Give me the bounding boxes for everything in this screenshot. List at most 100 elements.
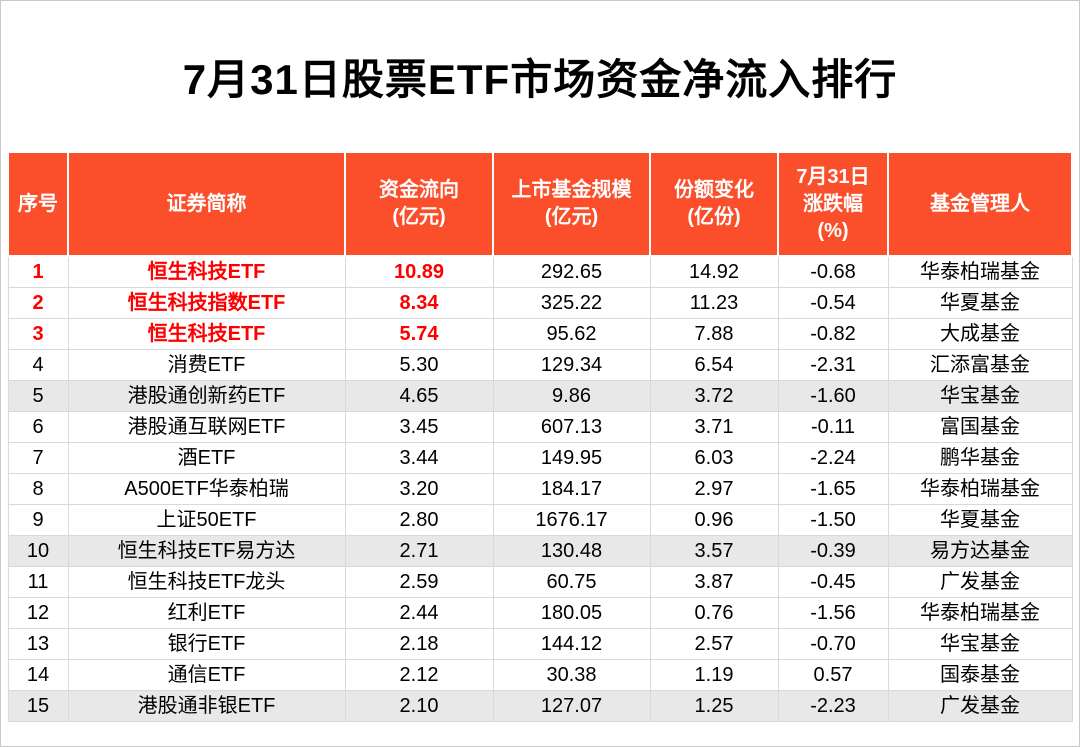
scale-cell: 144.12 [492,627,651,660]
column-header-line: 上市基金规模 [511,179,632,201]
flow-cell: 3.20 [344,472,494,505]
scale-cell: 607.13 [492,410,651,443]
table-row: 15 港股通非银ETF 2.10 127.07 1.25 -2.23 广发基金 [7,689,1073,722]
change-pct-cell: -1.56 [777,596,889,629]
share-change-cell: 0.96 [649,503,779,536]
name-cell: A500ETF华泰柏瑞 [67,472,346,505]
table-row: 8 A500ETF华泰柏瑞 3.20 184.17 2.97 -1.65 华泰柏瑞基金 [7,472,1073,505]
share-change-cell: 3.71 [649,410,779,443]
share-change-cell: 3.72 [649,379,779,412]
share-change-cell: 1.25 [649,689,779,722]
change-pct-cell: 0.57 [777,658,889,691]
flow-cell: 8.34 [344,286,494,319]
manager-cell: 华宝基金 [887,379,1073,412]
rank-cell: 4 [7,348,69,381]
column-header-3: 上市基金规模 (亿元) [492,151,651,257]
scale-cell: 129.34 [492,348,651,381]
column-header-line: 证券简称 [166,192,247,215]
table-row: 9 上证50ETF 2.80 1676.17 0.96 -1.50 华夏基金 [7,503,1073,536]
column-header-line: 序号 [18,192,58,215]
column-header-line: 资金流向 [379,179,459,201]
manager-cell: 鹏华基金 [887,441,1073,474]
column-header-line: 基金管理人 [930,192,1030,215]
name-cell: 上证50ETF [67,503,346,536]
share-change-cell: 0.76 [649,596,779,629]
column-header-line: (亿元) [392,206,446,228]
scale-cell: 149.95 [492,441,651,474]
scale-cell: 292.65 [492,255,651,288]
manager-cell: 华泰柏瑞基金 [887,472,1073,505]
manager-cell: 富国基金 [887,410,1073,443]
table-row: 3 恒生科技ETF 5.74 95.62 7.88 -0.82 大成基金 [7,317,1073,350]
change-pct-cell: -0.54 [777,286,889,319]
column-header-line: 7月31日 [796,165,870,188]
table-row: 6 港股通互联网ETF 3.45 607.13 3.71 -0.11 富国基金 [7,410,1073,443]
flow-cell: 2.18 [344,627,494,660]
manager-cell: 华泰柏瑞基金 [887,255,1073,288]
name-cell: 红利ETF [67,596,346,629]
flow-cell: 10.89 [344,255,494,288]
scale-cell: 184.17 [492,472,651,505]
manager-cell: 广发基金 [887,689,1073,722]
scale-cell: 180.05 [492,596,651,629]
change-pct-cell: -2.23 [777,689,889,722]
column-header-4: 份额变化 (亿份) [649,151,779,257]
table-row: 4 消费ETF 5.30 129.34 6.54 -2.31 汇添富基金 [7,348,1073,381]
rank-cell: 5 [7,379,69,412]
header-row: 序号 证券简称 资金流向 (亿元) 上市基金规模 (亿元) 份额变化 (亿份) 7月31日 涨跌幅… [7,151,1073,257]
table-header: 序号 证券简称 资金流向 (亿元) 上市基金规模 (亿元) 份额变化 (亿份) 7月31日 涨跌幅… [7,151,1073,257]
rank-cell: 12 [7,596,69,629]
table-row: 5 港股通创新药ETF 4.65 9.86 3.72 -1.60 华宝基金 [7,379,1073,412]
change-pct-cell: -0.82 [777,317,889,350]
rank-cell: 7 [7,441,69,474]
flow-cell: 2.10 [344,689,494,722]
rank-cell: 8 [7,472,69,505]
table-row: 12 红利ETF 2.44 180.05 0.76 -1.56 华泰柏瑞基金 [7,596,1073,629]
table-row: 11 恒生科技ETF龙头 2.59 60.75 3.87 -0.45 广发基金 [7,565,1073,598]
change-pct-cell: -2.31 [777,348,889,381]
column-header-2: 资金流向 (亿元) [344,151,494,257]
name-cell: 恒生科技ETF龙头 [67,565,346,598]
page-title: 7月31日股票ETF市场资金净流入排行 [182,55,898,103]
share-change-cell: 2.57 [649,627,779,660]
name-cell: 恒生科技ETF [67,317,346,350]
table-row: 13 银行ETF 2.18 144.12 2.57 -0.70 华宝基金 [7,627,1073,660]
name-cell: 港股通互联网ETF [67,410,346,443]
manager-cell: 华夏基金 [887,503,1073,536]
change-pct-cell: -1.65 [777,472,889,505]
share-change-cell: 3.87 [649,565,779,598]
rank-cell: 2 [7,286,69,319]
manager-cell: 汇添富基金 [887,348,1073,381]
flow-cell: 2.71 [344,534,494,567]
share-change-cell: 11.23 [649,286,779,319]
rank-cell: 11 [7,565,69,598]
column-header-line: (亿份) [687,206,741,228]
manager-cell: 华泰柏瑞基金 [887,596,1073,629]
name-cell: 港股通创新药ETF [67,379,346,412]
share-change-cell: 3.57 [649,534,779,567]
share-change-cell: 1.19 [649,658,779,691]
name-cell: 恒生科技指数ETF [67,286,346,319]
manager-cell: 广发基金 [887,565,1073,598]
flow-cell: 3.44 [344,441,494,474]
manager-cell: 华夏基金 [887,286,1073,319]
scale-cell: 130.48 [492,534,651,567]
change-pct-cell: -0.39 [777,534,889,567]
flow-cell: 5.30 [344,348,494,381]
change-pct-cell: -0.70 [777,627,889,660]
share-change-cell: 2.97 [649,472,779,505]
etf-ranking-table: 序号 证券简称 资金流向 (亿元) 上市基金规模 (亿元) 份额变化 (亿份) 7月31日 涨跌幅… [7,151,1073,722]
table-row: 14 通信ETF 2.12 30.38 1.19 0.57 国泰基金 [7,658,1073,691]
rank-cell: 6 [7,410,69,443]
flow-cell: 2.44 [344,596,494,629]
column-header-6: 基金管理人 [887,151,1073,257]
column-header-0: 序号 [7,151,69,257]
rank-cell: 13 [7,627,69,660]
table-row: 1 恒生科技ETF 10.89 292.65 14.92 -0.68 华泰柏瑞基金 [7,255,1073,288]
manager-cell: 大成基金 [887,317,1073,350]
manager-cell: 华宝基金 [887,627,1073,660]
share-change-cell: 6.54 [649,348,779,381]
name-cell: 银行ETF [67,627,346,660]
column-header-5: 7月31日 涨跌幅 (%) [777,151,889,257]
